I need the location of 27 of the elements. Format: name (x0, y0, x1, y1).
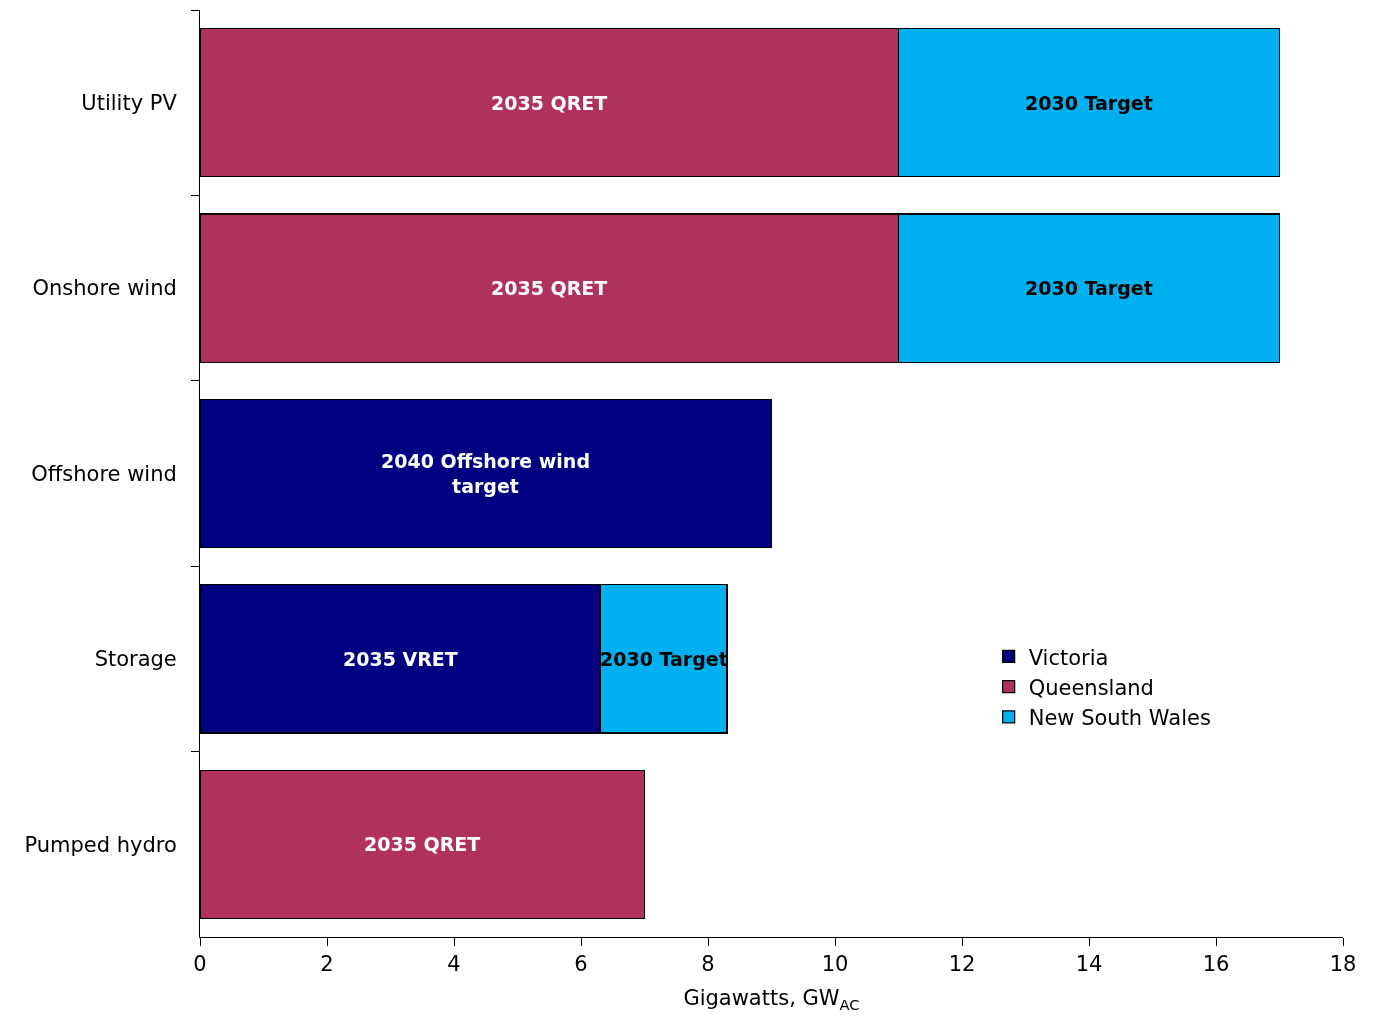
y-tick-label: Storage (94, 647, 177, 672)
x-tick-label: 14 (1075, 952, 1103, 977)
y-tick-label: Utility PV (81, 91, 178, 116)
annotation: 2035 QRET (491, 277, 608, 299)
x-tick-label: 18 (1329, 952, 1357, 977)
annotation: 2030 Target (1025, 277, 1153, 299)
x-tick-label: 0 (193, 952, 207, 977)
x-tick-label: 6 (574, 952, 588, 977)
y-tick-label: Offshore wind (31, 461, 177, 486)
x-tick-label: 16 (1202, 952, 1230, 977)
legend-label: Queensland (1028, 675, 1154, 700)
annotation: 2040 Offshore wind target (381, 450, 590, 497)
annotation: 2035 QRET (364, 833, 481, 855)
legend-label: Victoria (1028, 645, 1109, 670)
y-tick-label: Pumped hydro (24, 832, 177, 857)
x-tick-label: 4 (447, 952, 461, 977)
annotation: 2030 Target (600, 648, 728, 670)
annotation: 2035 VRET (343, 648, 458, 670)
annotation: 2035 QRET (491, 92, 608, 114)
x-tick-label: 2 (320, 952, 334, 977)
x-tick-label: 12 (948, 952, 976, 977)
x-axis-title: Gigawatts, GW$_{AC}$ (683, 986, 860, 1013)
y-tick-label: Onshore wind (32, 276, 177, 301)
annotation: 2030 Target (1025, 92, 1153, 114)
legend-label: New South Wales (1028, 706, 1211, 731)
x-tick-label: 8 (701, 952, 715, 977)
x-tick-label: 10 (821, 952, 849, 977)
